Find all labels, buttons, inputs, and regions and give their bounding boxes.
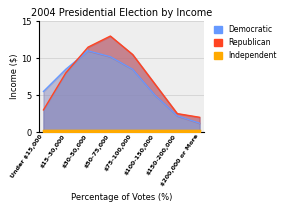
Legend: Democratic, Republican, Independent: Democratic, Republican, Independent — [214, 25, 277, 60]
Y-axis label: Income ($): Income ($) — [9, 54, 18, 99]
Title: 2004 Presidential Election by Income: 2004 Presidential Election by Income — [31, 8, 212, 18]
X-axis label: Percentage of Votes (%): Percentage of Votes (%) — [71, 193, 172, 202]
